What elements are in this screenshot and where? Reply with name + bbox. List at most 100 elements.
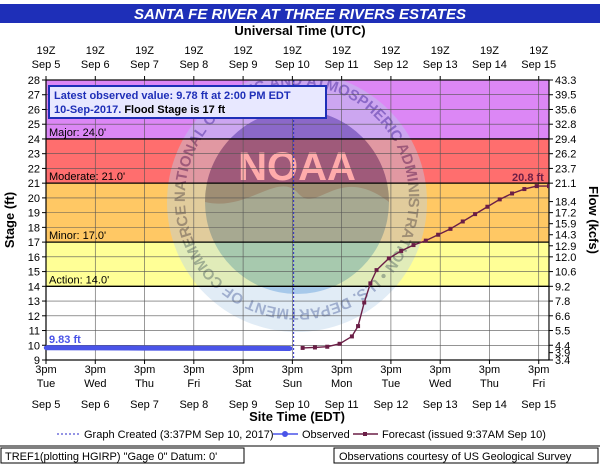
top-tick-date: Sep 8 [179, 59, 208, 71]
y-axis-left: 9 10 11 12 13 14 15 16 17 18 19 20 21 22 23 24 25 26 27 28 [28, 75, 46, 367]
title-banner [0, 4, 600, 23]
bottom-tick-dow: Fri [187, 378, 200, 390]
bottom-tick-time: 3pm [35, 364, 56, 376]
band-label-action: Action: 14.0' [49, 274, 109, 286]
top-tick-date: Sep 5 [32, 59, 61, 71]
top-tick-date: Sep 6 [81, 59, 110, 71]
y2-tick-label: 23.7 [555, 163, 576, 175]
y-axis-right: 3.43.94.4 5.5 6.6 7.8 9.2 10.6 12.012.914.315.… [549, 75, 576, 367]
x-axis-top: 19Z Sep 5 19Z Sep 6 19Z Sep 7 19Z Sep 8 19Z Sep 9… [32, 45, 556, 80]
info-flood-stage: 10-Sep-2017. Flood Stage is 17 ft [54, 104, 226, 116]
top-tick-time: 19Z [86, 45, 105, 57]
x-axis-title: Site Time (EDT) [249, 409, 345, 424]
footer-left-box [0, 447, 245, 464]
bottom-tick-time: 3pm [331, 364, 352, 376]
observed-point [240, 346, 246, 351]
y-tick-label: 24 [28, 134, 40, 146]
seal-inner-disc [205, 110, 389, 294]
legend-created-label: Graph Created (3:37PM Sep 10, 2017) [84, 429, 274, 441]
legend-observed-label: Observed [302, 429, 350, 441]
y2-tick-label: 6.6 [555, 311, 570, 323]
observed-first-value-label: 9.83 ft [49, 334, 81, 346]
band-label-minor: Minor: 17.0' [49, 230, 106, 242]
footer-source-text: Observations courtesy of US Geological S… [339, 451, 572, 463]
y-tick-label: 11 [29, 326, 40, 338]
bottom-tick-date: Sep 13 [423, 399, 458, 411]
top-tick-time: 19Z [480, 45, 499, 57]
bottom-tick-time: 3pm [232, 364, 253, 376]
bottom-tick-date: Sep 8 [179, 399, 208, 411]
y-tick-label: 15 [28, 267, 40, 279]
top-tick-date: Sep 9 [229, 59, 258, 71]
y-tick-label: 25 [28, 119, 40, 131]
y2-tick-label: 43.3 [555, 75, 576, 87]
bottom-tick-date: Sep 14 [472, 399, 507, 411]
bottom-tick-time: 3pm [282, 364, 303, 376]
bottom-tick-date: Sep 6 [81, 399, 110, 411]
legend-forecast-label: Forecast (issued 9:37AM Sep 10) [382, 429, 546, 441]
top-tick-date: Sep 7 [130, 59, 159, 71]
info-box: Latest observed value: 9.78 ft at 2:00 P… [48, 85, 327, 119]
bottom-tick-dow: Sat [235, 378, 252, 390]
y2-tick-label: 15.9 [555, 219, 576, 231]
bottom-tick-dow: Wed [429, 378, 451, 390]
forecast-point [312, 345, 317, 350]
y-tick-label: 14 [28, 281, 40, 293]
x-axis-bottom: 3pm Tue Sep 5 3pm Wed Sep 6 3pm Thu Sep 7 3pm Fri S… [32, 360, 556, 411]
forecast-point [368, 281, 373, 286]
y2-tick-label: 7.8 [555, 296, 570, 308]
flood-band-moderate [46, 138, 549, 184]
y-tick-label: 13 [28, 296, 40, 308]
info-flood-stage-text: Flood Stage is 17 ft [121, 104, 225, 116]
y2-tick-label: 39.5 [555, 90, 576, 102]
forecast-point [547, 184, 549, 189]
y2-tick-label: 17.2 [555, 208, 576, 220]
top-tick-date: Sep 15 [521, 59, 556, 71]
y2-tick-label: 21.1 [555, 178, 576, 190]
bottom-tick-dow: Mon [331, 378, 352, 390]
bottom-tick-dow: Wed [84, 378, 106, 390]
seal-disc [167, 80, 427, 332]
y2-tick-label: 29.4 [555, 134, 576, 146]
y2-tick-label: 5.5 [555, 326, 570, 338]
y-tick-label: 20 [28, 193, 40, 205]
forecast-last-value-label: 20.8 ft [512, 172, 544, 184]
y-tick-label: 26 [28, 104, 40, 116]
forecast-point [423, 238, 428, 243]
forecast-points [300, 184, 549, 350]
observed-points [43, 345, 293, 351]
bottom-tick-date: Sep 10 [275, 399, 310, 411]
bottom-tick-dow: Tue [382, 378, 401, 390]
top-tick-time: 19Z [135, 45, 154, 57]
bottom-tick-time: 3pm [183, 364, 204, 376]
bottom-tick-date: Sep 9 [229, 399, 258, 411]
band-label-moderate: Moderate: 21.0' [49, 171, 125, 183]
forecast-line [302, 185, 549, 349]
y2-tick-label: 32.8 [555, 119, 576, 131]
observed-point [191, 346, 197, 351]
top-tick-time: 19Z [184, 45, 203, 57]
y2-tick-label: 3.9 [555, 348, 570, 360]
bottom-tick-time: 3pm [85, 364, 106, 376]
bottom-tick-time: 3pm [134, 364, 155, 376]
bottom-tick-date: Sep 7 [130, 399, 159, 411]
forecast-point [411, 243, 416, 248]
y-axis-title: Stage (ft) [2, 192, 17, 248]
legend-forecast-marker [363, 432, 367, 436]
forecast-point [300, 345, 305, 350]
forecast-point [522, 187, 527, 192]
top-tick-time: 19Z [332, 45, 351, 57]
bottom-tick-time: 3pm [429, 364, 450, 376]
y-tick-label: 27 [28, 90, 40, 102]
y2-tick-label: 26.2 [555, 149, 576, 161]
top-tick-time: 19Z [37, 45, 56, 57]
y-tick-label: 22 [28, 163, 40, 175]
forecast-point [460, 219, 465, 224]
bottom-tick-date: Sep 11 [325, 399, 359, 411]
y-tick-label: 18 [28, 222, 40, 234]
observed-point [142, 345, 147, 351]
forecast-point [485, 204, 490, 209]
y2-tick-label: 3.4 [555, 355, 570, 367]
observed-point [288, 346, 293, 351]
